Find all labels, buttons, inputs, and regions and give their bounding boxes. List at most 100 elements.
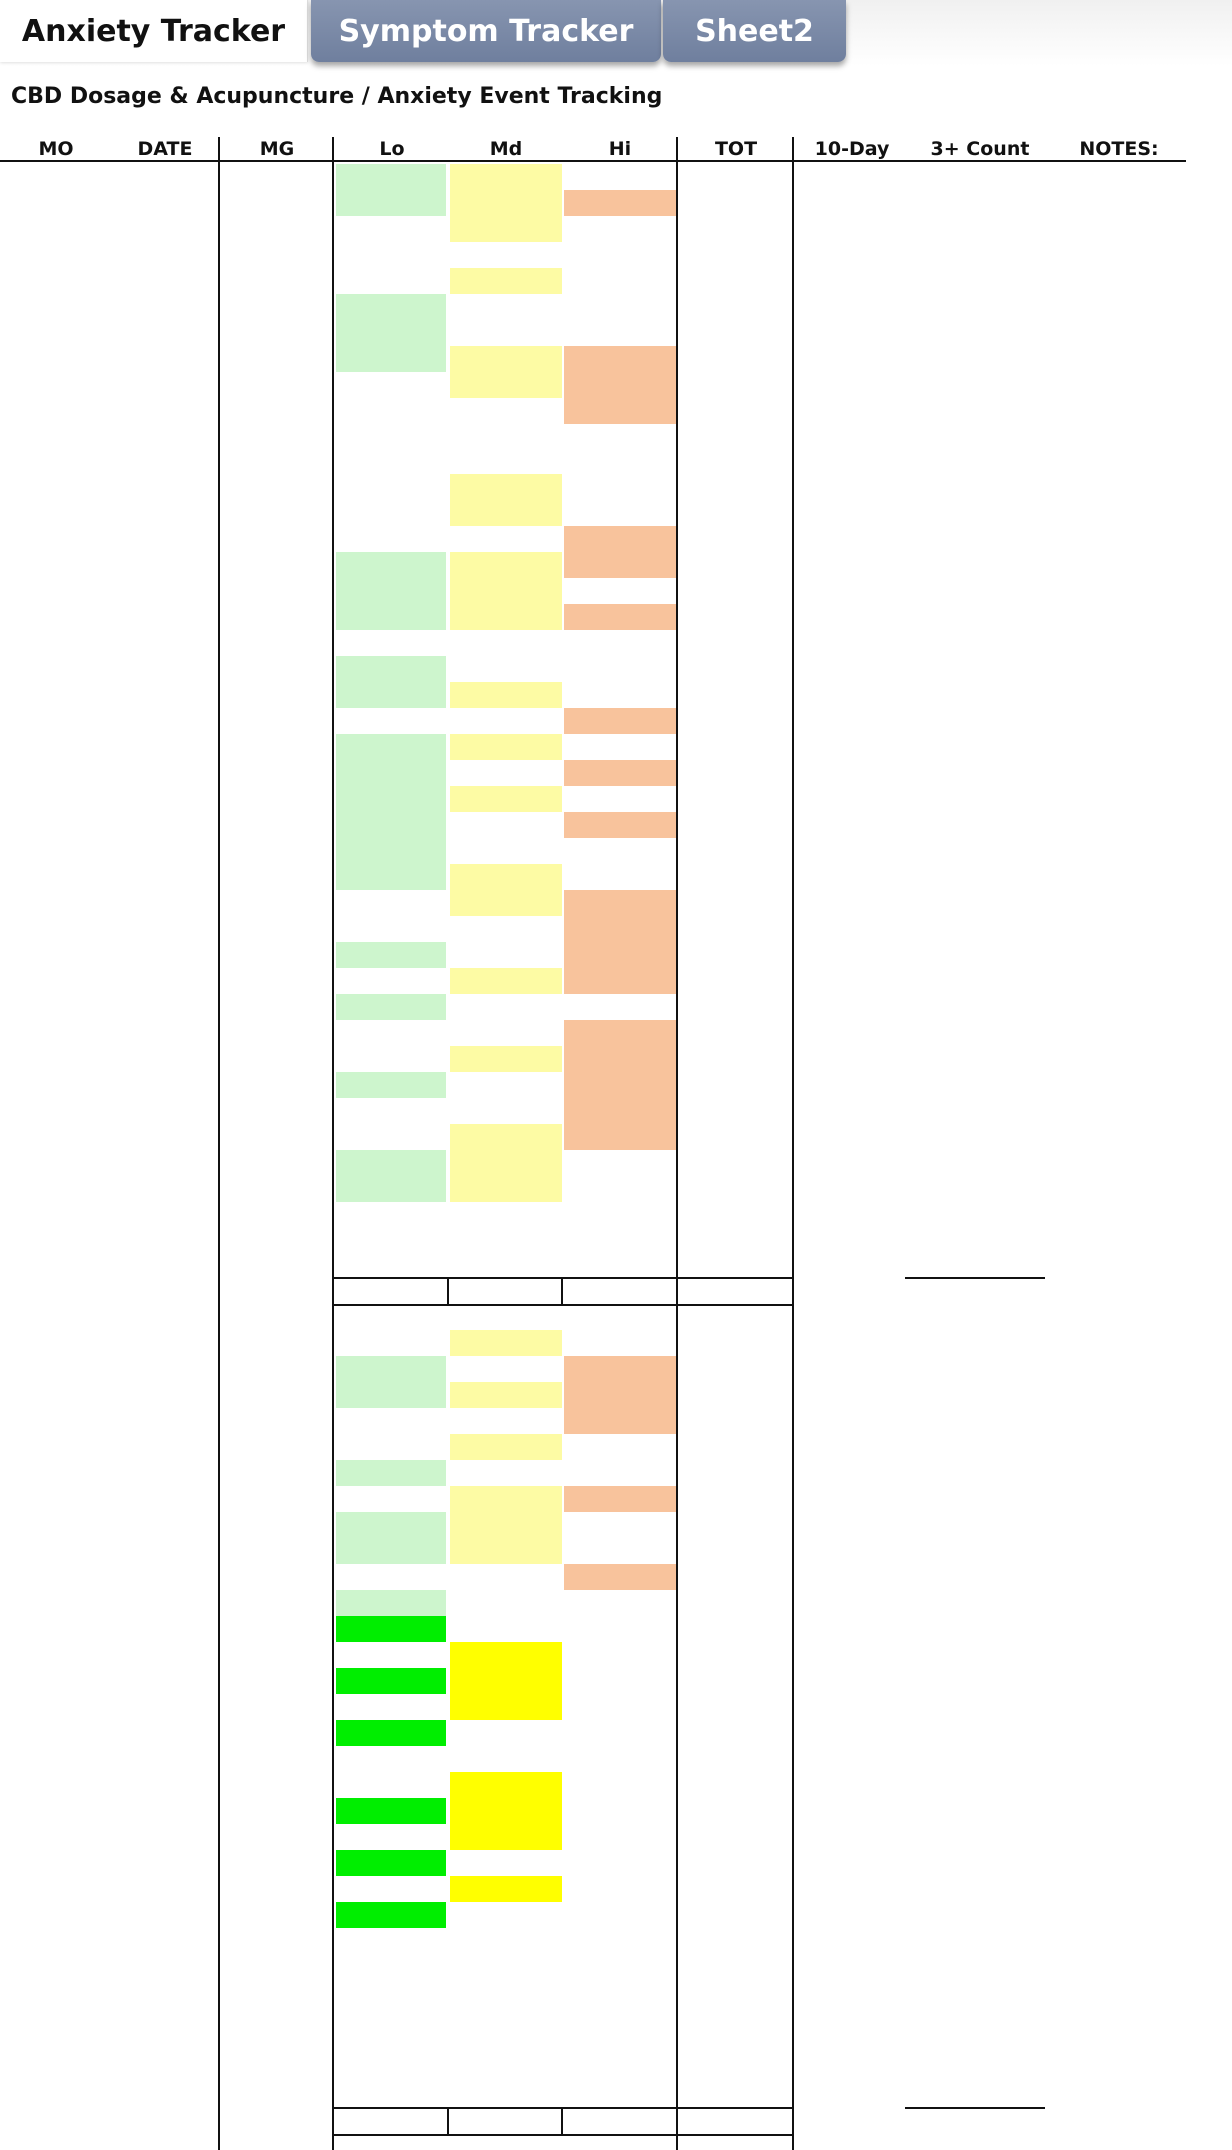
cell-three[interactable] bbox=[910, 604, 1030, 630]
cell-tot[interactable] bbox=[680, 1902, 792, 1928]
cell-ten[interactable] bbox=[796, 526, 908, 552]
cell-ten[interactable] bbox=[796, 1642, 908, 1668]
cell-tot[interactable] bbox=[680, 500, 792, 526]
cell-lo[interactable] bbox=[336, 916, 446, 942]
cell-lo[interactable] bbox=[336, 1434, 446, 1460]
cell-lo[interactable] bbox=[336, 190, 446, 216]
cell-lo[interactable] bbox=[336, 1254, 446, 1280]
cell-lo[interactable] bbox=[336, 242, 446, 268]
cell-lo[interactable] bbox=[336, 1876, 446, 1902]
cell-md[interactable] bbox=[450, 1228, 562, 1254]
cell-mg[interactable] bbox=[222, 864, 332, 890]
cell-three[interactable] bbox=[910, 552, 1030, 578]
cell-md[interactable] bbox=[450, 1434, 562, 1460]
cell-notes[interactable] bbox=[1054, 760, 1232, 786]
cell-date[interactable] bbox=[112, 2032, 216, 2058]
cell-date[interactable] bbox=[112, 864, 216, 890]
cell-three[interactable] bbox=[910, 1150, 1030, 1176]
cell-notes[interactable] bbox=[1054, 812, 1232, 838]
cell-date[interactable] bbox=[112, 268, 216, 294]
cell-md[interactable] bbox=[450, 2006, 562, 2032]
cell-tot[interactable] bbox=[680, 1356, 792, 1382]
cell-tot[interactable] bbox=[680, 1538, 792, 1564]
col-header-10-day[interactable]: 10-Day bbox=[814, 138, 890, 160]
cell-three[interactable] bbox=[905, 1720, 1045, 1746]
cell-three[interactable] bbox=[905, 1408, 1045, 1434]
cell-three[interactable] bbox=[905, 1434, 1045, 1460]
cell-ten[interactable] bbox=[796, 1954, 908, 1980]
cell-notes[interactable] bbox=[1054, 786, 1232, 812]
cell-md[interactable] bbox=[450, 2058, 562, 2084]
cell-date[interactable] bbox=[112, 1356, 216, 1382]
cell-ten[interactable] bbox=[796, 1382, 908, 1408]
cell-mg[interactable] bbox=[222, 1020, 332, 1046]
cell-hi[interactable] bbox=[564, 1020, 676, 1046]
cell-lo[interactable] bbox=[336, 474, 446, 500]
cell-notes[interactable] bbox=[1054, 968, 1232, 994]
cell-lo[interactable] bbox=[336, 812, 446, 838]
cell-notes[interactable] bbox=[1054, 1046, 1232, 1072]
cell-three[interactable] bbox=[905, 1850, 1045, 1876]
cell-tot[interactable] bbox=[680, 630, 792, 656]
cell-notes[interactable] bbox=[1054, 372, 1232, 398]
cell-hi[interactable] bbox=[564, 1124, 676, 1150]
cell-hi[interactable] bbox=[564, 2032, 676, 2058]
cell-md[interactable] bbox=[450, 604, 562, 630]
cell-mg[interactable] bbox=[222, 1124, 332, 1150]
cell-md[interactable] bbox=[450, 474, 562, 500]
cell-notes[interactable] bbox=[1054, 1668, 1232, 1694]
cell-date[interactable] bbox=[112, 216, 216, 242]
cell-ten[interactable] bbox=[796, 1020, 908, 1046]
cell-mg[interactable] bbox=[222, 786, 332, 812]
cell-notes[interactable] bbox=[1054, 500, 1232, 526]
cell-md[interactable] bbox=[450, 346, 562, 372]
cell-md[interactable] bbox=[450, 786, 562, 812]
cell-hi[interactable] bbox=[564, 190, 676, 216]
cell-tot[interactable] bbox=[680, 2032, 792, 2058]
cell-three[interactable] bbox=[910, 1098, 1030, 1124]
cell-md[interactable] bbox=[450, 1254, 562, 1280]
cell-tot[interactable] bbox=[680, 1202, 792, 1228]
total-lo[interactable] bbox=[336, 1278, 446, 1304]
col-header-lo[interactable]: Lo bbox=[379, 138, 405, 160]
cell-ten[interactable] bbox=[796, 1694, 908, 1720]
tab-anxiety-tracker[interactable]: Anxiety Tracker bbox=[0, 0, 308, 62]
cell-three[interactable] bbox=[910, 656, 1030, 682]
cell-mg[interactable] bbox=[222, 578, 332, 604]
cell-three[interactable] bbox=[910, 786, 1030, 812]
cell-mg[interactable] bbox=[222, 1150, 332, 1176]
cell-lo[interactable] bbox=[336, 346, 446, 372]
cell-ten[interactable] bbox=[796, 1512, 908, 1538]
cell-lo[interactable] bbox=[336, 1486, 446, 1512]
cell-date[interactable] bbox=[112, 1980, 216, 2006]
cell-date[interactable] bbox=[112, 1382, 216, 1408]
cell-three[interactable] bbox=[905, 1694, 1045, 1720]
cell-notes[interactable] bbox=[1054, 320, 1232, 346]
cell-date[interactable] bbox=[112, 1150, 216, 1176]
cell-md[interactable] bbox=[450, 294, 562, 320]
cell-lo[interactable] bbox=[336, 1330, 446, 1356]
cell-three[interactable] bbox=[910, 526, 1030, 552]
cell-tot[interactable] bbox=[680, 372, 792, 398]
cell-three[interactable] bbox=[910, 268, 1030, 294]
cell-tot[interactable] bbox=[680, 1590, 792, 1616]
cell-tot[interactable] bbox=[680, 1850, 792, 1876]
cell-tot[interactable] bbox=[680, 294, 792, 320]
cell-notes[interactable] bbox=[1054, 734, 1232, 760]
cell-tot[interactable] bbox=[680, 1694, 792, 1720]
cell-tot[interactable] bbox=[680, 1642, 792, 1668]
cell-ten[interactable] bbox=[796, 1876, 908, 1902]
cell-hi[interactable] bbox=[564, 1176, 676, 1202]
cell-tot[interactable] bbox=[680, 916, 792, 942]
cell-lo[interactable] bbox=[336, 164, 446, 190]
cell-tot[interactable] bbox=[680, 1954, 792, 1980]
cell-tot[interactable] bbox=[680, 1020, 792, 1046]
cell-notes[interactable] bbox=[1054, 1642, 1232, 1668]
cell-tot[interactable] bbox=[680, 1228, 792, 1254]
cell-md[interactable] bbox=[450, 1902, 562, 1928]
cell-mg[interactable] bbox=[222, 320, 332, 346]
cell-md[interactable] bbox=[450, 1668, 562, 1694]
cell-tot[interactable] bbox=[680, 1668, 792, 1694]
cell-lo[interactable] bbox=[336, 1098, 446, 1124]
cell-three[interactable] bbox=[910, 942, 1030, 968]
